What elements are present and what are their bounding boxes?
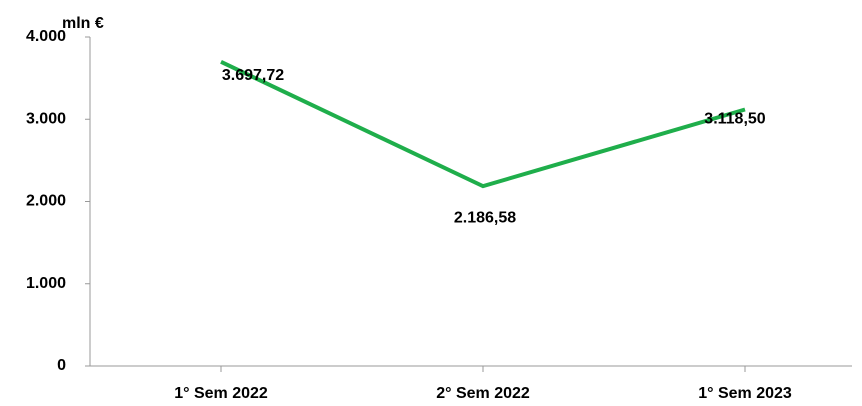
data-label: 3.697,72: [222, 67, 284, 84]
x-tick-label: 1° Sem 2023: [698, 385, 792, 402]
data-label: 3.118,50: [704, 111, 766, 128]
y-tick-label: 2.000: [26, 193, 66, 210]
x-tick-label: 2° Sem 2022: [436, 385, 530, 402]
y-tick-label: 3.000: [26, 110, 66, 127]
x-tick-label: 1° Sem 2022: [174, 385, 268, 402]
y-axis-label: mln €: [62, 15, 104, 32]
y-tick-label: 4.000: [26, 28, 66, 45]
y-tick-label: 0: [57, 357, 66, 374]
data-label: 2.186,58: [454, 209, 516, 226]
y-tick-label: 1.000: [26, 275, 66, 292]
data-line: [220, 60, 746, 189]
